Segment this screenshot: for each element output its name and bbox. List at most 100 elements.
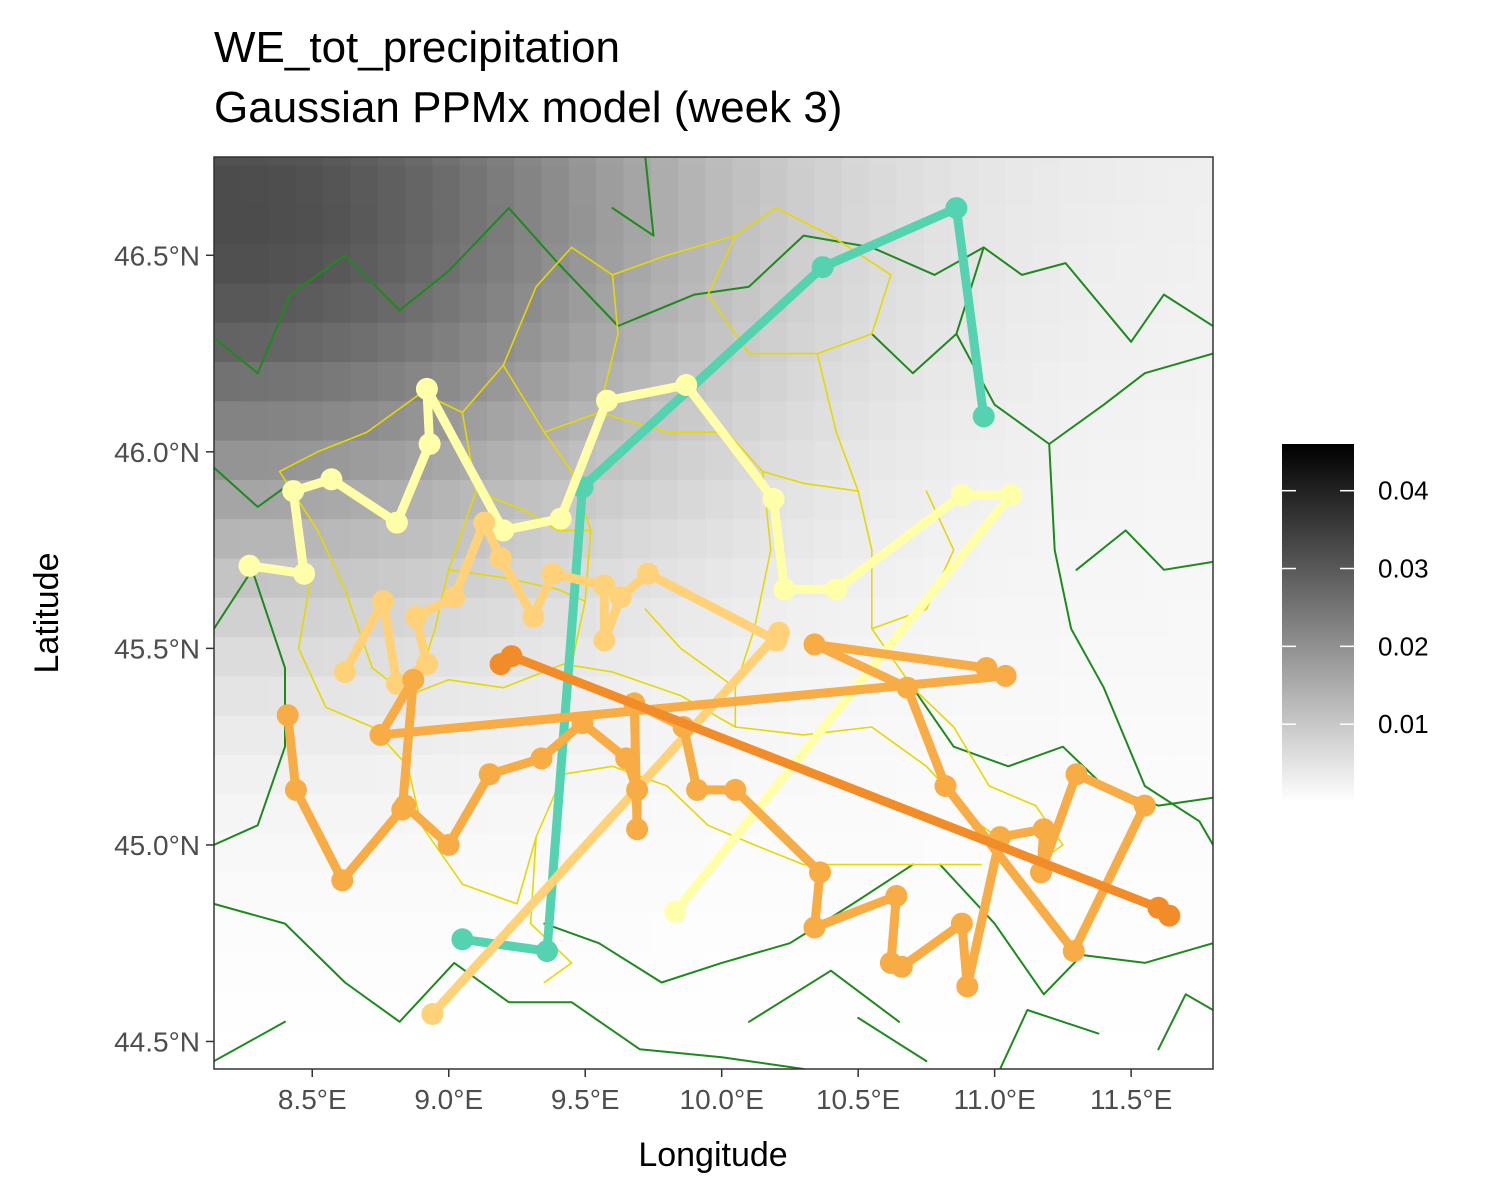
raster-cell <box>759 322 788 362</box>
y-tick-label: 46.5°N <box>114 240 200 271</box>
raster-cell <box>1169 597 1198 638</box>
raster-cell <box>678 833 706 873</box>
raster-cell <box>541 164 570 205</box>
station-point <box>768 621 790 644</box>
raster-cell <box>377 440 406 480</box>
station-point <box>276 704 299 727</box>
raster-cell <box>896 990 925 1031</box>
y-tick-label: 45.5°N <box>114 633 200 664</box>
raster-cell <box>323 204 352 245</box>
cluster-link <box>886 891 901 968</box>
raster-cell <box>650 518 679 559</box>
raster-cell <box>241 204 270 245</box>
raster-cell <box>1060 157 1088 166</box>
legend-tick-label: 0.01 <box>1378 709 1429 739</box>
raster-cell <box>787 597 816 638</box>
raster-cell <box>869 400 897 441</box>
raster-cell <box>1196 597 1213 638</box>
raster-cell <box>896 1029 925 1069</box>
raster-cell <box>1060 322 1088 362</box>
raster-cell <box>841 400 870 441</box>
raster-cell <box>896 911 925 952</box>
raster-cell <box>241 833 270 873</box>
raster-cell <box>1087 157 1116 166</box>
station-point <box>418 433 441 455</box>
raster-cell <box>214 204 242 245</box>
station-point <box>489 547 512 569</box>
station-point <box>500 645 523 668</box>
raster-cell <box>432 754 461 795</box>
raster-cell <box>541 440 570 480</box>
raster-cell <box>405 833 433 873</box>
raster-cell <box>1032 636 1061 677</box>
raster-cell <box>568 754 597 795</box>
station-point <box>405 605 427 628</box>
raster-cell <box>432 518 461 559</box>
raster-cell <box>1114 361 1143 402</box>
raster-cell <box>350 361 379 402</box>
raster-cell <box>377 164 406 205</box>
raster-cell <box>1142 675 1170 716</box>
raster-cell <box>1114 990 1143 1031</box>
raster-cell <box>241 518 270 559</box>
raster-cell <box>1032 282 1061 323</box>
station-point <box>282 480 305 503</box>
raster-cell <box>978 164 1007 205</box>
raster-cell <box>405 157 433 166</box>
x-tick-label: 10.5°E <box>816 1084 900 1115</box>
raster-cell <box>1196 518 1213 559</box>
raster-cell <box>214 400 242 441</box>
raster-cell <box>295 243 324 284</box>
raster-cell <box>350 951 379 991</box>
raster-cell <box>596 243 624 284</box>
raster-cell <box>1142 715 1170 756</box>
station-point <box>593 629 616 652</box>
raster-cell <box>1196 833 1213 873</box>
raster-cell <box>814 282 843 323</box>
raster-cell <box>650 243 679 284</box>
raster-cell <box>650 793 679 834</box>
raster-cell <box>295 157 324 166</box>
raster-cell <box>1114 440 1143 480</box>
raster-cell <box>405 911 433 952</box>
station-point <box>773 578 796 601</box>
raster-cell <box>405 164 433 205</box>
raster-cell <box>241 990 270 1031</box>
raster-cell <box>650 990 679 1031</box>
raster-cell <box>896 479 925 520</box>
raster-cell <box>541 597 570 638</box>
raster-cell <box>350 243 379 284</box>
raster-cell <box>1169 951 1198 991</box>
raster-cell <box>596 951 624 991</box>
cluster-link <box>602 380 691 406</box>
raster-cell <box>787 518 816 559</box>
raster-cell <box>432 164 461 205</box>
region-boundary <box>214 207 1213 375</box>
station-point <box>402 668 425 691</box>
raster-cell <box>978 157 1007 166</box>
raster-cell <box>732 518 761 559</box>
raster-cell <box>350 558 379 598</box>
raster-cell <box>241 675 270 716</box>
raster-cell <box>869 833 897 873</box>
raster-cell <box>896 164 925 205</box>
raster-cell <box>1032 400 1061 441</box>
station-point <box>372 590 395 613</box>
cluster-link <box>392 439 435 528</box>
raster-cell <box>1060 636 1088 677</box>
raster-cell <box>869 440 897 480</box>
raster-cell <box>377 157 406 166</box>
raster-cell <box>241 793 270 834</box>
raster-cell <box>323 597 352 638</box>
raster-cell <box>214 440 242 480</box>
raster-cell <box>1196 715 1213 756</box>
legend-colorbar <box>1282 444 1354 802</box>
raster-cell <box>841 1029 870 1069</box>
raster-cell <box>678 518 706 559</box>
raster-cell <box>1114 675 1143 716</box>
raster-cell <box>1169 479 1198 520</box>
raster-cell <box>1060 1029 1088 1069</box>
raster-cell <box>650 204 679 245</box>
raster-cell <box>705 1029 734 1069</box>
raster-cell <box>1169 558 1198 598</box>
